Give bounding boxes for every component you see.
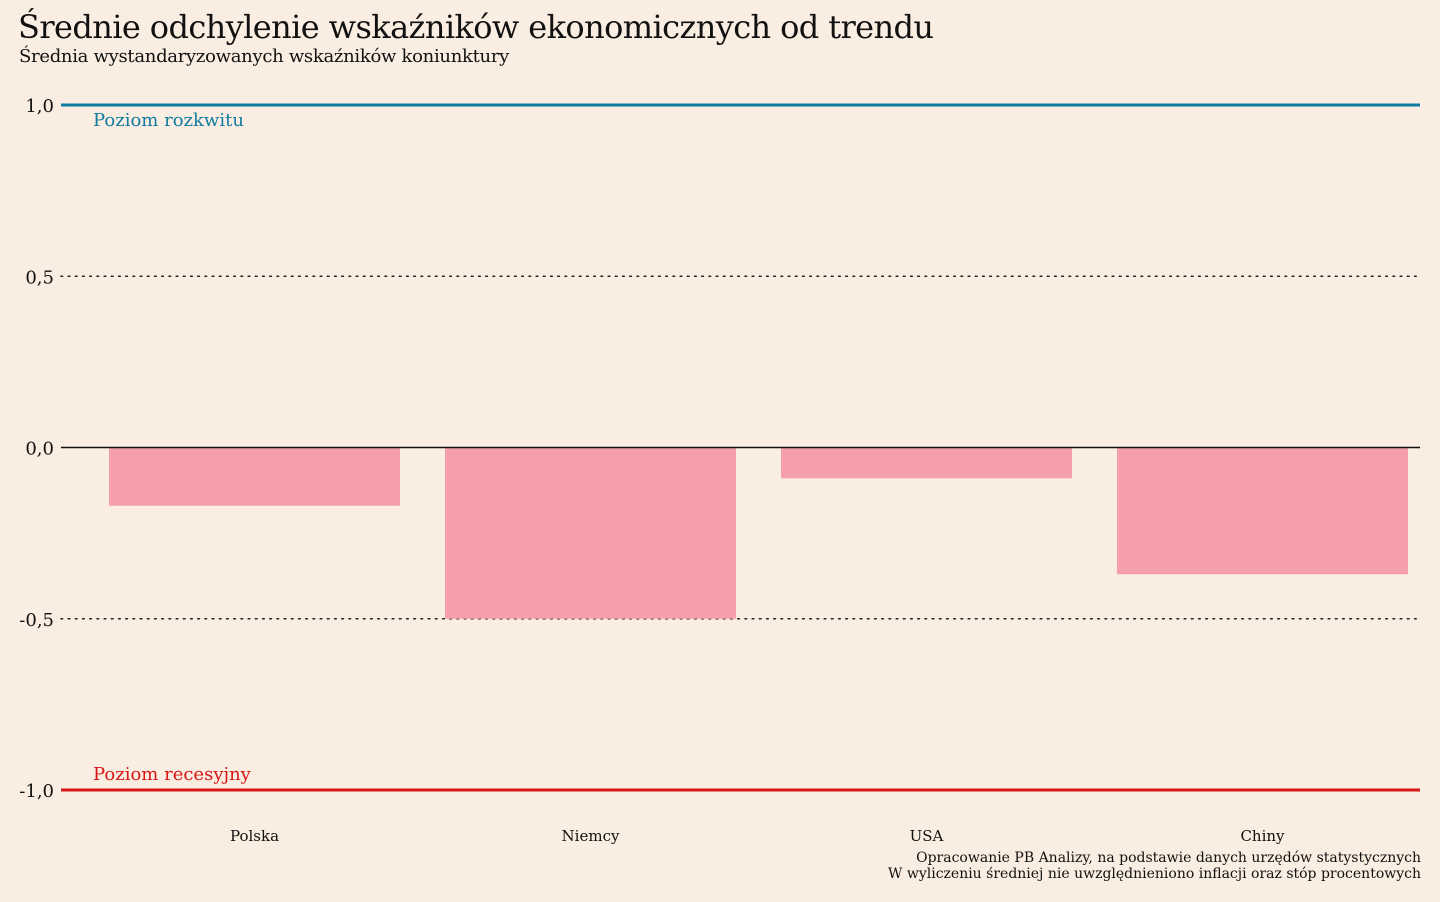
- bar-polska: [109, 447, 400, 506]
- y-tick-label: 0,0: [25, 439, 54, 460]
- x-tick-label-polska: Polska: [230, 827, 279, 845]
- source-note: Opracowanie PB Analizy, na podstawie dan…: [888, 850, 1421, 882]
- source-line-1: Opracowanie PB Analizy, na podstawie dan…: [916, 850, 1421, 866]
- x-tick-label-niemcy: Niemcy: [562, 827, 620, 845]
- y-tick-label: 1,0: [25, 96, 54, 117]
- bar-usa: [781, 447, 1072, 479]
- y-tick-label: -1,0: [19, 781, 54, 802]
- x-tick-label-chiny: Chiny: [1240, 827, 1285, 845]
- recession-label: Poziom recesyjny: [93, 764, 252, 785]
- chart-title: Średnie odchylenie wskaźników ekonomiczn…: [18, 8, 934, 46]
- y-tick-label: -0,5: [19, 610, 54, 631]
- source-line-2: W wyliczeniu średniej nie uwzględnienion…: [888, 866, 1421, 882]
- y-tick-label: 0,5: [25, 267, 54, 288]
- x-tick-label-usa: USA: [910, 827, 944, 845]
- boom-label: Poziom rozkwitu: [93, 110, 244, 131]
- bar-chiny: [1117, 447, 1408, 575]
- chart-subtitle: Średnia wystandaryzowanych wskaźników ko…: [19, 46, 510, 67]
- bar-niemcy: [445, 447, 736, 619]
